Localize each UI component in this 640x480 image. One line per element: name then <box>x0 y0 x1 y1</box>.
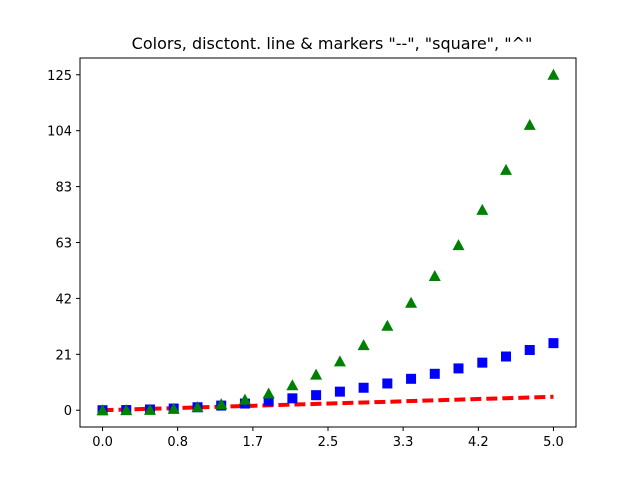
triangle-marker <box>286 379 299 391</box>
triangle-marker <box>547 68 560 80</box>
triangle-marker <box>167 402 180 414</box>
triangle-marker <box>96 404 109 416</box>
y-tick-label: 104 <box>47 125 72 140</box>
triangle-marker <box>191 401 204 413</box>
y-tick-label: 42 <box>55 292 72 307</box>
series-triangle-up-2 <box>96 68 560 416</box>
triangle-marker <box>143 403 156 415</box>
square-marker <box>501 351 512 362</box>
triangle-marker <box>120 404 133 416</box>
square-marker <box>334 386 345 397</box>
triangle-marker <box>262 387 275 399</box>
square-marker <box>382 378 393 389</box>
chart-title: Colors, disctont. line & markers "--", "… <box>132 34 533 53</box>
square-marker <box>263 396 274 407</box>
triangle-marker <box>357 339 370 351</box>
square-marker <box>453 363 464 374</box>
axes-frame <box>79 57 577 428</box>
square-marker <box>287 393 298 404</box>
triangle-marker <box>476 203 489 215</box>
x-tick-label: 5.0 <box>543 435 564 450</box>
triangle-marker <box>405 296 418 308</box>
square-marker <box>311 390 322 401</box>
square-marker <box>358 382 369 393</box>
triangle-marker <box>452 239 465 251</box>
square-marker <box>548 338 559 349</box>
y-tick-label: 83 <box>55 181 72 196</box>
square-marker <box>477 357 488 368</box>
dashed-line <box>102 394 554 413</box>
x-tick-label: 3.3 <box>393 435 414 450</box>
triangle-marker <box>215 398 228 410</box>
square-marker <box>406 373 417 384</box>
square-marker <box>524 345 535 356</box>
triangle-marker <box>310 368 323 380</box>
y-axis: 0 21 42 63 83 104 125 <box>47 69 80 419</box>
plot-area <box>96 68 560 416</box>
x-tick-label: 0.0 <box>92 435 113 450</box>
series-none-0 <box>102 394 554 413</box>
y-tick-label: 0 <box>64 404 72 419</box>
square-marker <box>429 368 440 379</box>
triangle-marker <box>238 393 251 405</box>
triangle-marker <box>500 163 513 175</box>
triangle-marker <box>381 319 394 331</box>
y-tick-label: 21 <box>55 348 72 363</box>
x-axis: 0.0 0.8 1.7 2.5 3.3 4.2 5.0 <box>92 427 564 450</box>
triangle-marker <box>523 118 536 130</box>
x-tick-label: 1.7 <box>243 435 264 450</box>
x-tick-label: 2.5 <box>318 435 339 450</box>
y-tick-label: 125 <box>47 69 72 84</box>
x-tick-label: 4.2 <box>468 435 489 450</box>
y-tick-label: 63 <box>55 237 72 252</box>
triangle-marker <box>333 355 346 367</box>
triangle-marker <box>428 270 441 282</box>
x-tick-label: 0.8 <box>167 435 188 450</box>
